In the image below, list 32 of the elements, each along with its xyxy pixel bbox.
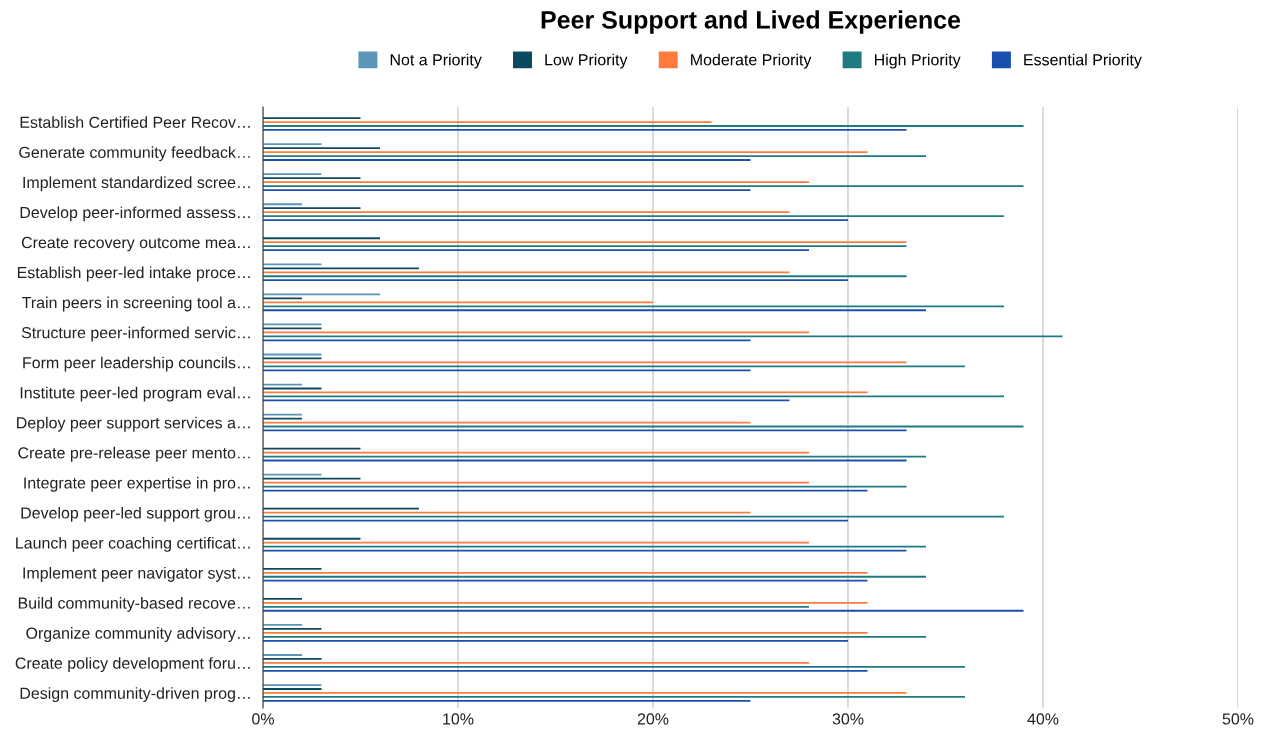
y-tick-label: Establish peer-led intake proce… bbox=[17, 266, 250, 282]
y-tick-label: Launch peer coaching certificat… bbox=[16, 536, 250, 552]
y-tick-label: Build community-based recove… bbox=[18, 597, 250, 612]
chart-title: Peer Support and Lived Experience bbox=[541, 10, 961, 34]
y-tick-label: Deploy peer support services a… bbox=[17, 416, 250, 432]
x-tick-label: 30% bbox=[832, 713, 864, 725]
legend-label: Low Priority bbox=[545, 53, 628, 69]
x-tick-label: 10% bbox=[443, 713, 474, 725]
y-tick-label: Develop peer-led support grou… bbox=[21, 506, 250, 522]
y-tick-label: Structure peer-informed servic… bbox=[21, 326, 250, 342]
y-tick-label: Create pre-release peer mento… bbox=[18, 446, 250, 462]
y-tick-label: Train peers in screening tool a… bbox=[22, 296, 250, 312]
y-tick-label: Form peer leadership councils… bbox=[23, 356, 250, 372]
y-tick-label: Establish Certified Peer Recov… bbox=[20, 116, 250, 128]
y-tick-label: Create recovery outcome mea… bbox=[21, 236, 250, 252]
y-tick-label: Generate community feedback… bbox=[19, 146, 250, 162]
x-tick-label: 40% bbox=[1027, 713, 1059, 725]
y-tick-label: Create policy development foru… bbox=[15, 657, 250, 673]
y-tick-label: Implement standardized scree… bbox=[23, 176, 250, 192]
legend-label: Not a Priority bbox=[390, 53, 482, 69]
y-tick-label: Institute peer-led program eval… bbox=[20, 386, 250, 402]
y-tick-label: Integrate peer expertise in pro… bbox=[24, 476, 250, 492]
x-tick-label: 20% bbox=[637, 713, 669, 725]
y-tick-label: Organize community advisory… bbox=[26, 627, 250, 642]
y-tick-label: Design community-driven prog… bbox=[20, 687, 250, 703]
x-tick-label: 0% bbox=[252, 713, 274, 725]
y-tick-label: Develop peer-informed assess… bbox=[20, 206, 250, 222]
x-tick-label: 50% bbox=[1222, 713, 1254, 725]
legend-label: High Priority bbox=[874, 53, 961, 69]
legend-label: Moderate Priority bbox=[691, 53, 812, 69]
y-tick-label: Implement peer navigator syst… bbox=[23, 566, 250, 582]
legend-label: Essential Priority bbox=[1024, 53, 1142, 69]
